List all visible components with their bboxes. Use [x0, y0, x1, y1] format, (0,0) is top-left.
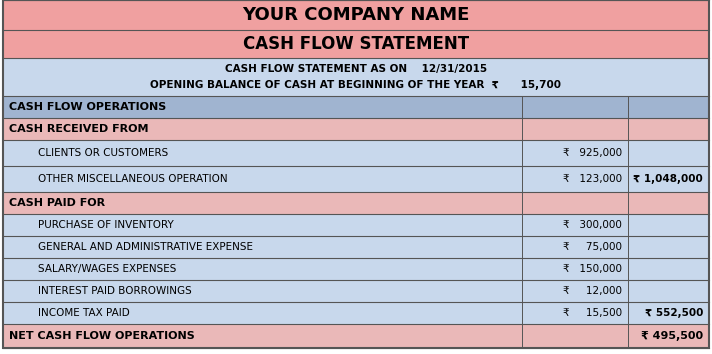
Bar [3, 192, 709, 214]
Bar [3, 0, 709, 30]
Bar [3, 236, 709, 258]
Text: CASH FLOW OPERATIONS: CASH FLOW OPERATIONS [9, 102, 166, 112]
Text: CASH RECEIVED FROM: CASH RECEIVED FROM [9, 124, 149, 134]
Text: NET CASH FLOW OPERATIONS: NET CASH FLOW OPERATIONS [9, 331, 195, 341]
Text: GENERAL AND ADMINISTRATIVE EXPENSE: GENERAL AND ADMINISTRATIVE EXPENSE [38, 242, 253, 252]
Bar [3, 58, 709, 96]
Text: PURCHASE OF INVENTORY: PURCHASE OF INVENTORY [38, 220, 174, 230]
Bar [3, 214, 709, 236]
Text: INCOME TAX PAID: INCOME TAX PAID [38, 308, 130, 318]
Bar [3, 96, 709, 118]
Text: CASH PAID FOR: CASH PAID FOR [9, 198, 105, 208]
Text: INTEREST PAID BORROWINGS: INTEREST PAID BORROWINGS [38, 286, 192, 296]
Text: CASH FLOW STATEMENT AS ON    12/31/2015: CASH FLOW STATEMENT AS ON 12/31/2015 [225, 64, 487, 74]
Text: ₹     75,000: ₹ 75,000 [563, 242, 622, 252]
Text: ₹   150,000: ₹ 150,000 [563, 264, 622, 274]
Text: OTHER MISCELLANEOUS OPERATION: OTHER MISCELLANEOUS OPERATION [38, 174, 228, 184]
Text: ₹   300,000: ₹ 300,000 [563, 220, 622, 230]
Bar [3, 118, 709, 140]
Bar [3, 258, 709, 280]
Text: YOUR COMPANY NAME: YOUR COMPANY NAME [242, 6, 470, 24]
Text: OPENING BALANCE OF CASH AT BEGINNING OF THE YEAR  ₹      15,700: OPENING BALANCE OF CASH AT BEGINNING OF … [150, 80, 562, 90]
Bar [3, 140, 709, 166]
Text: ₹     15,500: ₹ 15,500 [563, 308, 622, 318]
Bar [3, 166, 709, 192]
Bar [3, 30, 709, 58]
Bar [3, 280, 709, 302]
Text: SALARY/WAGES EXPENSES: SALARY/WAGES EXPENSES [38, 264, 177, 274]
Text: ₹   123,000: ₹ 123,000 [563, 174, 622, 184]
Text: ₹ 552,500: ₹ 552,500 [644, 308, 703, 318]
Bar [3, 302, 709, 324]
Text: ₹     12,000: ₹ 12,000 [563, 286, 622, 296]
Text: ₹ 1,048,000: ₹ 1,048,000 [633, 174, 703, 184]
Bar [3, 324, 709, 348]
Text: ₹ 495,500: ₹ 495,500 [641, 331, 703, 341]
Text: CLIENTS OR CUSTOMERS: CLIENTS OR CUSTOMERS [38, 148, 168, 158]
Text: CASH FLOW STATEMENT: CASH FLOW STATEMENT [243, 35, 469, 53]
Text: ₹   925,000: ₹ 925,000 [563, 148, 622, 158]
